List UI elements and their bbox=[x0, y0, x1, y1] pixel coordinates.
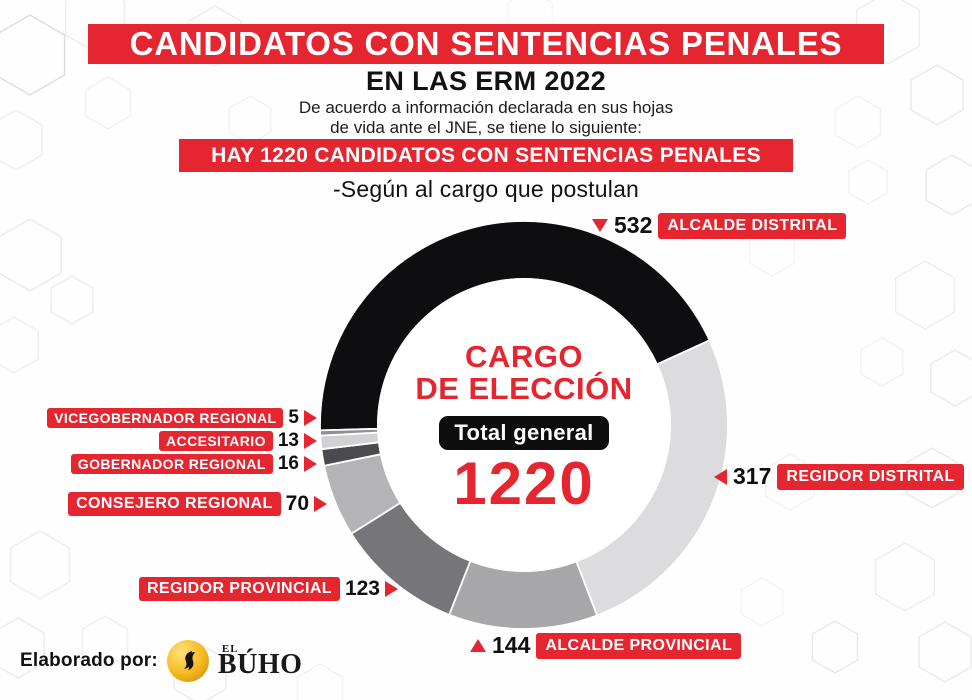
logo-buho-text: BÚHO bbox=[217, 649, 303, 680]
total-badge: Total general bbox=[439, 416, 609, 450]
chart-title-line-2: DE ELECCIÓN bbox=[415, 371, 633, 406]
callout-value: 5 bbox=[288, 407, 299, 428]
arrow-right-icon bbox=[304, 410, 317, 426]
credit-text: Elaborado por: bbox=[20, 650, 158, 671]
footer: Elaborado por: EL BÚHO bbox=[20, 640, 310, 682]
callout-label: REGIDOR DISTRITAL bbox=[777, 463, 964, 490]
callout-alcalde-distrital: 532 ALCALDE DISTRITAL bbox=[592, 212, 847, 239]
hexagon-decoration bbox=[918, 621, 972, 683]
highlight-text: HAY 1220 CANDIDATOS CON SENTENCIAS PENAL… bbox=[211, 143, 761, 167]
hexagon-decoration bbox=[860, 337, 904, 387]
hexagon-decoration bbox=[740, 577, 784, 627]
hexagon-decoration bbox=[0, 218, 62, 292]
callout-label: GOBERNADOR REGIONAL bbox=[70, 454, 273, 474]
callout-value: 16 bbox=[277, 453, 299, 474]
hexagon-decoration bbox=[930, 349, 972, 407]
callout-label: REGIDOR PROVINCIAL bbox=[138, 577, 340, 601]
el-buho-logo bbox=[166, 640, 209, 682]
callout-value: 70 bbox=[285, 492, 309, 515]
arrow-right-icon bbox=[314, 496, 327, 512]
arrow-left-icon bbox=[714, 468, 727, 485]
tagline: -Según al cargo que postulan bbox=[332, 176, 640, 202]
callout-consejero-regional: CONSEJERO REGIONAL 70 bbox=[68, 492, 327, 516]
hexagon-decoration bbox=[894, 260, 956, 330]
callout-value: 144 bbox=[492, 632, 531, 658]
hexagon-decoration bbox=[834, 95, 882, 149]
callout-label: ALCALDE PROVINCIAL bbox=[536, 632, 742, 659]
hexagon-decoration bbox=[811, 620, 859, 674]
callout-regidor-distrital: 317 REGIDOR DISTRITAL bbox=[714, 463, 964, 490]
callout-alcalde-provincial: 144 ALCALDE PROVINCIAL bbox=[470, 632, 742, 659]
intro-line-1: De acuerdo a información declarada en su… bbox=[298, 98, 674, 117]
owl-logo-icon bbox=[183, 650, 195, 671]
hexagon-decoration bbox=[188, 5, 242, 67]
callout-label: VICEGOBERNADOR REGIONAL bbox=[47, 408, 284, 428]
callout-value: 317 bbox=[733, 463, 772, 489]
callout-accesitario: ACCESITARIO 13 bbox=[159, 430, 317, 452]
subtitle: EN LAS ERM 2022 bbox=[365, 66, 607, 96]
hexagon-decoration bbox=[9, 530, 71, 600]
donut-center: CARGO DE ELECCIÓN Total general 1220 bbox=[374, 339, 674, 517]
hexagon-decoration bbox=[848, 159, 888, 205]
callout-regidor-provincial: REGIDOR PROVINCIAL 123 bbox=[138, 577, 398, 601]
chart-title-line-1: CARGO bbox=[465, 339, 583, 374]
callout-vicegobernador-regional: VICEGOBERNADOR REGIONAL 5 bbox=[47, 407, 317, 429]
hexagon-decoration bbox=[925, 154, 972, 216]
callout-value: 123 bbox=[344, 577, 380, 600]
intro-text: De acuerdo a información declarada en su… bbox=[0, 98, 972, 138]
hexagon-decoration bbox=[81, 615, 129, 669]
hexagon-decoration bbox=[0, 316, 39, 374]
arrow-right-icon bbox=[304, 433, 317, 449]
hexagon-decoration bbox=[50, 275, 94, 325]
page-title: CANDIDATOS CON SENTENCIAS PENALES bbox=[129, 25, 843, 62]
hexagon-decoration bbox=[296, 663, 344, 700]
hexagon-decoration bbox=[910, 64, 964, 126]
title-banner: CANDIDATOS CON SENTENCIAS PENALES bbox=[88, 24, 884, 64]
logo-el-text: EL bbox=[221, 643, 239, 655]
hexagon-decoration bbox=[0, 617, 45, 679]
callout-label: ACCESITARIO bbox=[159, 431, 273, 451]
callout-value: 13 bbox=[277, 430, 299, 451]
logo-wordmark: EL BÚHO bbox=[218, 640, 310, 682]
hexagon-decoration bbox=[905, 447, 959, 509]
callout-label: CONSEJERO REGIONAL bbox=[68, 492, 281, 516]
intro-line-2: de vida ante el JNE, se tiene lo siguien… bbox=[330, 118, 642, 137]
hexagon-decoration bbox=[84, 76, 132, 130]
arrow-up-icon bbox=[470, 639, 486, 652]
arrow-down-icon bbox=[592, 219, 608, 232]
arrow-right-icon bbox=[385, 581, 398, 597]
hexagon-decoration bbox=[874, 542, 936, 612]
arrow-right-icon bbox=[304, 456, 317, 472]
highlight-banner: HAY 1220 CANDIDATOS CON SENTENCIAS PENAL… bbox=[179, 139, 793, 172]
callout-value: 532 bbox=[614, 212, 653, 238]
total-value: 1220 bbox=[453, 450, 595, 517]
hexagon-decoration bbox=[0, 109, 43, 171]
hexagon-decoration bbox=[856, 0, 920, 65]
callout-label: ALCALDE DISTRITAL bbox=[658, 212, 847, 239]
callout-gobernador-regional: GOBERNADOR REGIONAL 16 bbox=[70, 453, 317, 475]
hexagon-decoration bbox=[0, 14, 66, 96]
